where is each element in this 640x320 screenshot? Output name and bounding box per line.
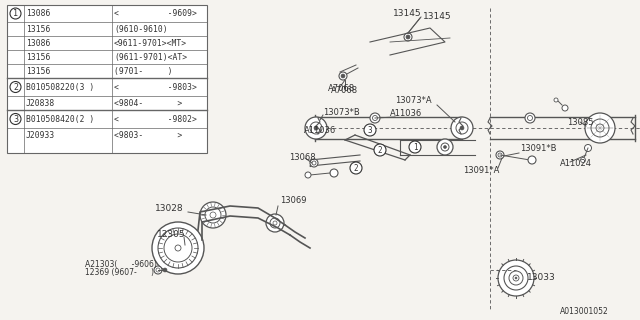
Text: 13086: 13086 <box>26 38 51 47</box>
Text: 3: 3 <box>13 115 18 124</box>
Circle shape <box>444 146 447 148</box>
Text: B010508420(2 ): B010508420(2 ) <box>26 115 94 124</box>
Circle shape <box>580 157 586 163</box>
Text: 13156: 13156 <box>26 52 51 61</box>
Text: J20838: J20838 <box>26 99 55 108</box>
Circle shape <box>437 139 453 155</box>
Circle shape <box>164 234 192 262</box>
Text: 13086: 13086 <box>26 9 51 18</box>
Text: A11036: A11036 <box>304 125 336 134</box>
Text: A21303(      -9606): A21303( -9606) <box>85 260 157 269</box>
Text: 12369 (9607-      ): 12369 (9607- ) <box>85 268 154 277</box>
Text: 3: 3 <box>368 125 372 134</box>
Text: J20933: J20933 <box>26 131 55 140</box>
Text: <9611-9701><MT>: <9611-9701><MT> <box>114 38 187 47</box>
Text: 13085: 13085 <box>567 117 593 126</box>
Circle shape <box>312 161 316 165</box>
Text: B010508220(3 ): B010508220(3 ) <box>26 83 94 92</box>
Circle shape <box>163 268 167 272</box>
Circle shape <box>498 153 502 157</box>
Circle shape <box>498 260 534 296</box>
Text: (9701-     ): (9701- ) <box>114 67 173 76</box>
Text: 1: 1 <box>13 9 18 18</box>
Circle shape <box>341 74 345 78</box>
Circle shape <box>456 122 468 134</box>
Circle shape <box>504 266 528 290</box>
Circle shape <box>372 116 378 121</box>
Text: A7068: A7068 <box>328 84 355 92</box>
Circle shape <box>460 126 464 130</box>
Text: 2: 2 <box>354 164 358 172</box>
Text: 13073*A: 13073*A <box>395 95 431 105</box>
Circle shape <box>515 277 517 279</box>
Circle shape <box>339 72 347 80</box>
Circle shape <box>154 266 162 274</box>
Circle shape <box>210 212 216 218</box>
Text: A013001052: A013001052 <box>560 308 609 316</box>
Text: 13091*B: 13091*B <box>520 143 557 153</box>
Circle shape <box>305 117 327 139</box>
Circle shape <box>513 275 519 281</box>
Text: <          -9609>: < -9609> <box>114 9 197 18</box>
Circle shape <box>596 124 604 132</box>
Circle shape <box>205 207 221 223</box>
Text: 1: 1 <box>413 142 417 151</box>
Circle shape <box>451 117 473 139</box>
Circle shape <box>156 268 160 272</box>
Text: 13073*B: 13073*B <box>323 108 360 116</box>
Circle shape <box>585 113 615 143</box>
Text: <9803-       >: <9803- > <box>114 131 182 140</box>
Circle shape <box>441 143 449 151</box>
Text: A7068: A7068 <box>331 85 358 94</box>
Circle shape <box>350 162 362 174</box>
Text: 12305: 12305 <box>157 229 186 238</box>
Text: 13068: 13068 <box>289 153 316 162</box>
Circle shape <box>528 156 536 164</box>
Text: 2: 2 <box>13 83 18 92</box>
Circle shape <box>364 124 376 136</box>
Circle shape <box>554 98 558 102</box>
Circle shape <box>409 141 421 153</box>
Text: <9804-       >: <9804- > <box>114 99 182 108</box>
Circle shape <box>406 35 410 39</box>
Circle shape <box>158 228 198 268</box>
Bar <box>7 5 207 153</box>
Text: A11024: A11024 <box>560 158 592 167</box>
Circle shape <box>200 202 226 228</box>
Text: 13156: 13156 <box>26 25 51 34</box>
Text: 13069: 13069 <box>280 196 307 204</box>
Circle shape <box>404 33 412 41</box>
Text: A11036: A11036 <box>390 108 422 117</box>
Text: (9610-9610): (9610-9610) <box>114 25 168 34</box>
Circle shape <box>175 245 181 251</box>
Circle shape <box>527 116 532 121</box>
Circle shape <box>496 151 504 159</box>
Text: <          -9802>: < -9802> <box>114 115 197 124</box>
Circle shape <box>310 159 318 167</box>
Circle shape <box>330 169 338 177</box>
Text: 13033: 13033 <box>527 274 556 283</box>
Circle shape <box>266 214 284 232</box>
Text: 13028: 13028 <box>155 204 184 212</box>
Circle shape <box>305 172 311 178</box>
Circle shape <box>310 122 322 134</box>
Circle shape <box>374 144 386 156</box>
Text: 13145: 13145 <box>423 12 452 20</box>
Circle shape <box>314 126 318 130</box>
Circle shape <box>525 113 535 123</box>
Text: 13156: 13156 <box>26 67 51 76</box>
Circle shape <box>273 221 277 225</box>
Text: (9611-9701)<AT>: (9611-9701)<AT> <box>114 52 187 61</box>
Circle shape <box>270 218 280 228</box>
Circle shape <box>591 119 609 137</box>
Text: <          -9803>: < -9803> <box>114 83 197 92</box>
Text: 13145: 13145 <box>393 9 422 18</box>
Text: 2: 2 <box>378 146 382 155</box>
Circle shape <box>509 271 523 285</box>
Text: 13091*A: 13091*A <box>463 165 499 174</box>
Circle shape <box>370 113 380 123</box>
Circle shape <box>562 105 568 111</box>
Circle shape <box>152 222 204 274</box>
Circle shape <box>584 145 591 151</box>
